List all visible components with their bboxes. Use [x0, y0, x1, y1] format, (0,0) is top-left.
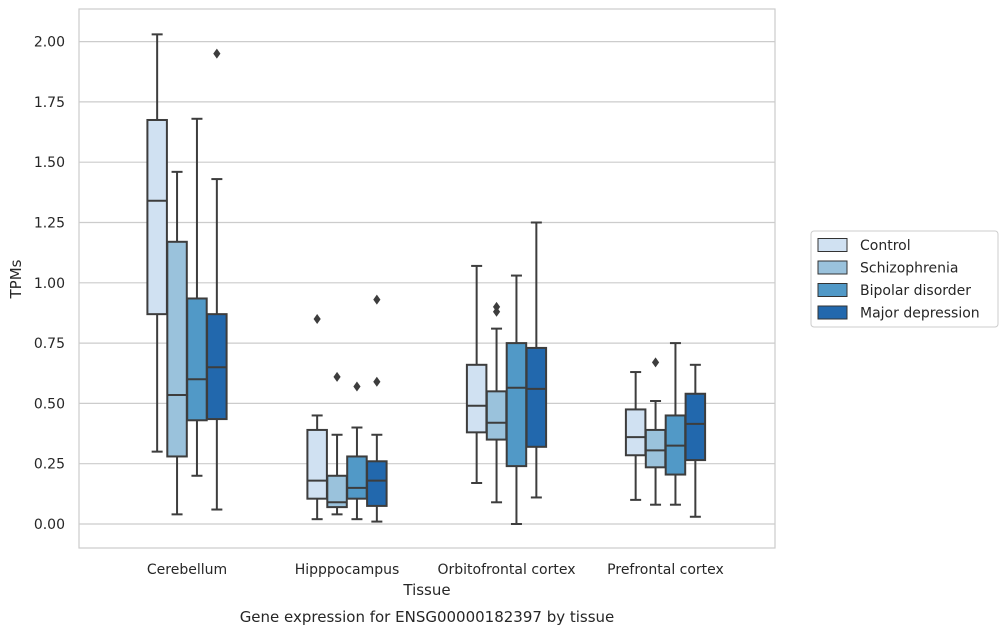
outlier-point [373, 376, 381, 387]
box-3-1 [644, 357, 667, 506]
legend: Control Schizophrenia Bipolar disorder Majo… [810, 230, 999, 328]
outlier-point [373, 294, 381, 305]
y-tick-label: 1.00 [34, 276, 65, 292]
outlier-point [492, 301, 501, 312]
outlier-point [651, 357, 660, 368]
box-iqr [306, 428, 328, 500]
box-1-0 [306, 313, 328, 521]
y-tick-label: 0.00 [34, 517, 65, 533]
legend-label: Bipolar disorder [860, 283, 971, 299]
legend-swatch [817, 260, 848, 275]
box-2-0 [465, 264, 488, 484]
legend-label: Schizophrenia [860, 261, 958, 277]
box-2-3 [525, 221, 548, 499]
box-iqr [624, 408, 647, 457]
box-iqr [146, 118, 168, 316]
box-3-3 [684, 363, 707, 518]
legend-frame [810, 230, 999, 328]
y-tick-label: 1.75 [34, 95, 65, 111]
chart-caption: Gene expression for ENSG00000182397 by t… [240, 608, 615, 626]
y-tick-label: 1.25 [34, 216, 65, 232]
box-iqr [644, 428, 667, 469]
y-axis-label: TPMs [7, 259, 25, 299]
box-iqr [186, 297, 208, 422]
box-2-2 [505, 274, 528, 525]
box-0-3 [206, 48, 228, 511]
box-iqr [684, 392, 707, 462]
y-tick-label: 0.50 [34, 396, 65, 412]
outlier-point [353, 381, 361, 392]
box-1-3 [366, 294, 388, 523]
box-iqr [166, 240, 188, 458]
legend-swatch [817, 305, 848, 320]
box-0-0 [146, 33, 168, 453]
y-tick-label: 0.25 [34, 457, 65, 473]
box-iqr [485, 390, 508, 441]
outlier-point [313, 313, 321, 324]
y-tick-label: 2.00 [34, 35, 65, 51]
x-tick-label: Hipppocampus [295, 562, 400, 578]
plot-frame [78, 8, 776, 549]
box-1-1 [326, 371, 348, 516]
legend-label: Control [860, 238, 911, 254]
x-axis-label: Tissue [402, 581, 450, 599]
box-iqr [465, 363, 488, 434]
x-tick-label: Prefrontal cortex [607, 562, 724, 578]
x-tick-label: Orbitofrontal cortex [438, 562, 576, 578]
y-tick-label: 0.75 [34, 336, 65, 352]
box-iqr [366, 460, 388, 507]
box-iqr [346, 455, 368, 500]
box-iqr [505, 342, 528, 468]
box-iqr [525, 346, 548, 448]
legend-label: Major depression [860, 306, 980, 322]
x-tick-label: Cerebellum [147, 562, 227, 578]
y-tick-labels: 0.00 0.25 0.50 0.75 1.00 1.25 1.50 1.75 2.00 [34, 35, 65, 533]
legend-swatch [817, 283, 848, 297]
box-groups [146, 33, 707, 525]
box-2-1 [485, 301, 508, 504]
legend-swatch [817, 238, 848, 252]
outlier-point [333, 371, 341, 382]
x-tick-labels: Cerebellum Hipppocampus Orbitofrontal cort… [147, 562, 724, 578]
y-tick-label: 1.50 [34, 155, 65, 171]
outlier-point [213, 48, 221, 59]
box-3-0 [624, 371, 647, 501]
box-3-2 [664, 342, 687, 506]
box-0-2 [186, 117, 208, 477]
